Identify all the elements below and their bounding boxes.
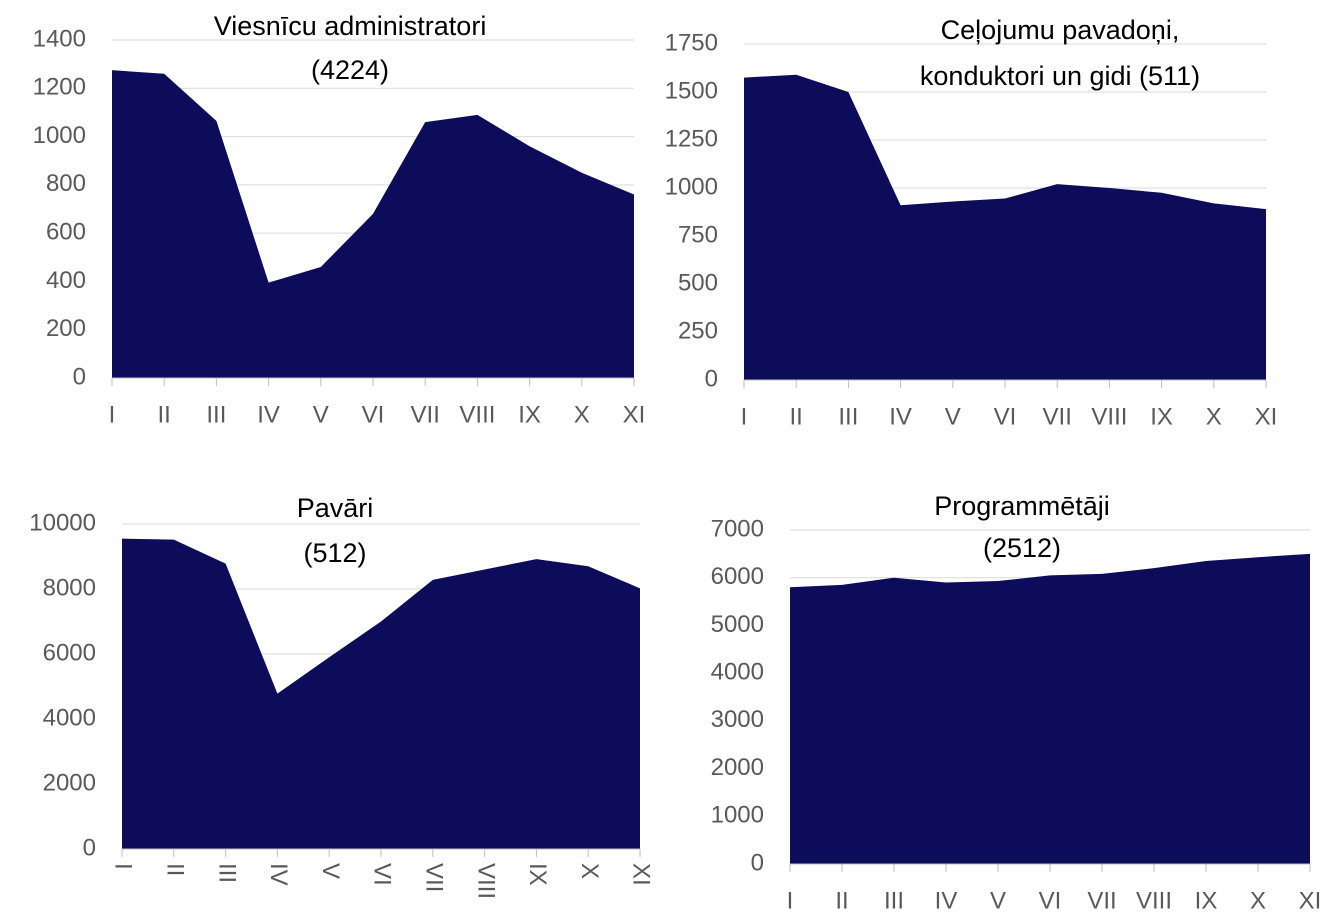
x-tick-label: I [110, 863, 137, 870]
y-tick-label: 5000 [711, 611, 764, 638]
x-tick-label: II [835, 887, 848, 914]
y-tick-label: 750 [678, 221, 718, 248]
x-tick-label: VI [1039, 887, 1062, 914]
x-tick-label: III [838, 403, 858, 430]
chart-title: Programmētāji [934, 491, 1110, 521]
x-tick-label: V [317, 863, 344, 879]
x-tick-label: VII [1043, 403, 1072, 430]
y-tick-label: 1500 [665, 77, 718, 104]
x-tick-label: VIII [472, 863, 499, 899]
y-tick-label: 1000 [33, 122, 86, 149]
x-tick-label: IV [265, 863, 292, 886]
x-tick-label: III [206, 401, 226, 428]
y-tick-label: 0 [751, 849, 764, 876]
area [112, 70, 634, 378]
y-tick-label: 1000 [665, 173, 718, 200]
y-tick-label: 400 [46, 267, 86, 294]
x-tick-label: IX [518, 401, 541, 428]
x-tick-label: X [1206, 403, 1222, 430]
x-tick-label: X [574, 401, 590, 428]
y-tick-label: 8000 [43, 574, 96, 601]
x-tick-label: V [313, 401, 329, 428]
area [744, 74, 1266, 380]
y-tick-label: 1400 [33, 25, 86, 52]
area [122, 538, 640, 849]
area [790, 553, 1310, 864]
y-tick-label: 2000 [711, 754, 764, 781]
x-tick-label: I [787, 887, 794, 914]
y-tick-label: 500 [678, 269, 718, 296]
chart-title: (4224) [311, 55, 389, 85]
x-tick-label: IX [1150, 403, 1173, 430]
chart-title: Ceļojumu pavadoņi, [941, 15, 1180, 45]
y-tick-label: 4000 [711, 658, 764, 685]
x-tick-label: XI [1299, 887, 1322, 914]
x-tick-label: VIII [1091, 403, 1127, 430]
x-tick-label: VII [411, 401, 440, 428]
x-tick-label: IV [889, 403, 912, 430]
y-tick-label: 6000 [43, 639, 96, 666]
y-tick-label: 3000 [711, 706, 764, 733]
y-tick-label: 0 [83, 834, 96, 861]
x-tick-label: V [990, 887, 1006, 914]
chart-title: Viesnīcu administratori [214, 11, 487, 41]
x-tick-label: V [945, 403, 961, 430]
y-tick-label: 200 [46, 315, 86, 342]
y-tick-label: 250 [678, 317, 718, 344]
x-tick-label: I [109, 401, 116, 428]
x-tick-label: II [790, 403, 803, 430]
y-tick-label: 1000 [711, 802, 764, 829]
x-tick-label: VII [1087, 887, 1116, 914]
y-tick-label: 2000 [43, 769, 96, 796]
chart-title: (2512) [983, 533, 1061, 563]
y-tick-label: 0 [73, 363, 86, 390]
x-tick-label: I [741, 403, 748, 430]
y-tick-label: 6000 [711, 563, 764, 590]
x-tick-label: VI [994, 403, 1017, 430]
x-tick-label: II [161, 863, 188, 876]
y-tick-label: 1750 [665, 29, 718, 56]
x-tick-label: X [1250, 887, 1266, 914]
x-tick-label: VI [362, 401, 385, 428]
y-tick-label: 0 [705, 365, 718, 392]
x-tick-label: XI [628, 863, 655, 886]
x-tick-label: III [213, 863, 240, 883]
x-tick-label: XI [1255, 403, 1278, 430]
y-tick-label: 600 [46, 218, 86, 245]
y-tick-label: 7000 [711, 515, 764, 542]
x-tick-label: VII [420, 863, 447, 892]
x-tick-label: III [884, 887, 904, 914]
chart-title: (512) [303, 538, 366, 568]
chart-title: Pavāri [297, 493, 374, 523]
x-tick-label: IV [257, 401, 280, 428]
x-tick-label: VIII [459, 401, 495, 428]
x-tick-label: IX [524, 863, 551, 886]
y-tick-label: 1250 [665, 125, 718, 152]
y-tick-label: 800 [46, 170, 86, 197]
y-tick-label: 4000 [43, 704, 96, 731]
x-tick-label: X [576, 863, 603, 879]
y-tick-label: 10000 [29, 509, 96, 536]
chart-title: konduktori un gidi (511) [920, 61, 1200, 91]
x-tick-label: VIII [1136, 887, 1172, 914]
x-tick-label: IV [935, 887, 958, 914]
x-tick-label: II [158, 401, 171, 428]
x-tick-label: XI [623, 401, 646, 428]
x-tick-label: VI [369, 863, 396, 886]
x-tick-label: IX [1195, 887, 1218, 914]
y-tick-label: 1200 [33, 74, 86, 101]
